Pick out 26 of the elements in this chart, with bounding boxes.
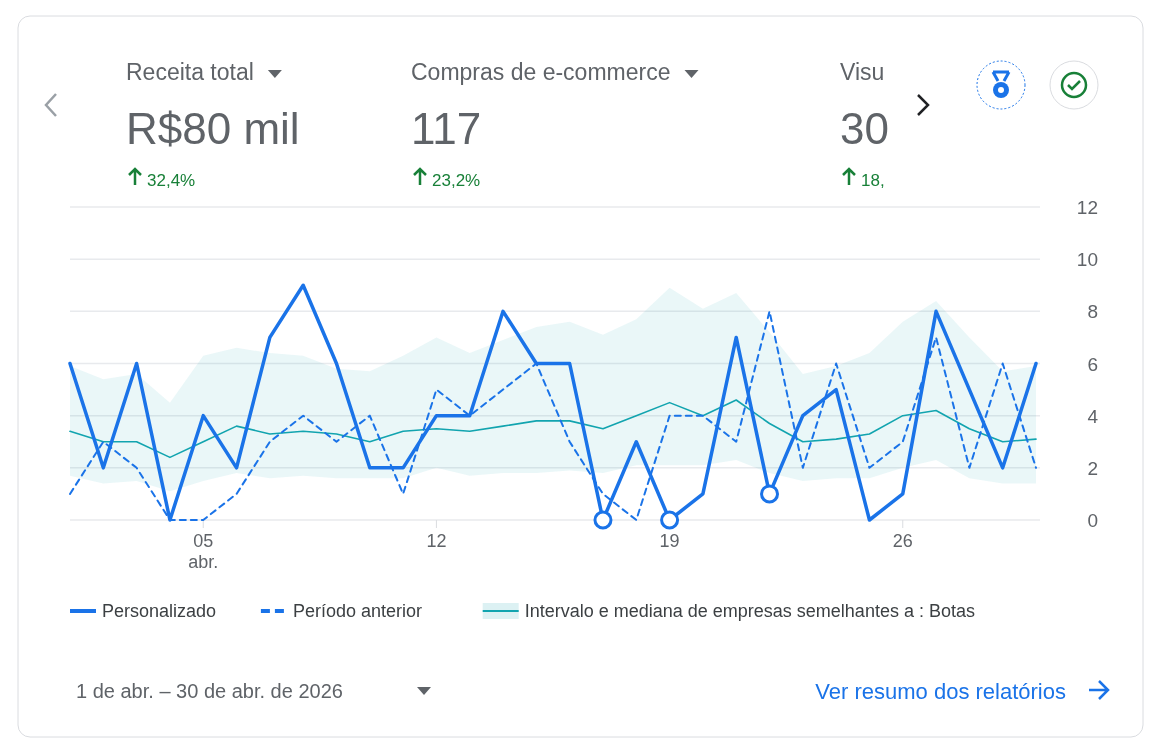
y-tick-label: 12 [1076, 197, 1098, 218]
y-tick-label: 0 [1087, 510, 1098, 531]
text: 23,2% [432, 171, 481, 190]
text: 32,4% [147, 171, 196, 190]
text: Ver resumo dos relatórios [815, 679, 1066, 704]
text: R$80 mil [126, 104, 300, 153]
legend-label: Personalizado [102, 601, 217, 621]
y-tick-label: 2 [1087, 457, 1098, 479]
y-tick-label: 10 [1076, 249, 1098, 271]
text: Visu [840, 59, 885, 85]
text: 117 [411, 104, 482, 153]
line-series [69, 399, 1037, 459]
y-tick-label: 8 [1087, 301, 1098, 323]
text: Receita total [126, 59, 254, 85]
text: 18, [861, 171, 885, 190]
x-tick-label: 26 [892, 531, 913, 551]
x-tick-label: 12 [426, 531, 447, 551]
x-tick-label: 05 abr. [188, 531, 219, 572]
legend-label: Intervalo e mediana de empresas semelhantes a : Botas [524, 601, 975, 621]
legend-label: Período anterior [292, 601, 422, 621]
text: Compras de e-commerce [411, 59, 671, 85]
text: 1 de abr. – 30 de abr. de 2026 [76, 680, 343, 702]
x-tick-label: 19 [659, 531, 680, 551]
text: 30 [840, 104, 889, 153]
y-tick-label: 4 [1087, 405, 1099, 427]
y-tick-label: 6 [1087, 353, 1098, 375]
